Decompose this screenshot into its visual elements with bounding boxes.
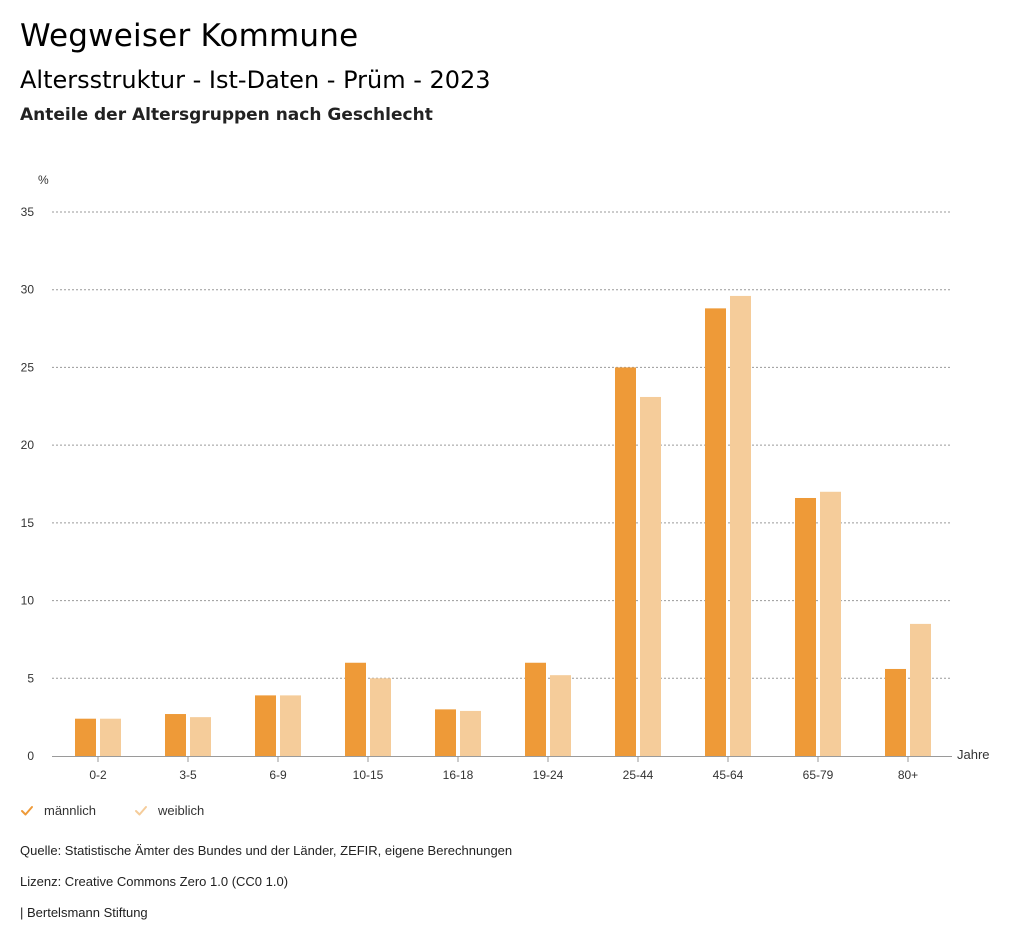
source-note: Quelle: Statistische Ämter des Bundes un… xyxy=(20,843,513,858)
x-tick-label: 0-2 xyxy=(89,768,107,782)
y-tick-label: 15 xyxy=(21,516,35,530)
check-icon xyxy=(135,805,148,815)
bar-weiblich-0-2 xyxy=(100,718,121,756)
y-tick-label: 35 xyxy=(21,205,35,219)
bar-maennlich-25-44 xyxy=(615,367,636,756)
bar-maennlich-6-9 xyxy=(255,695,276,756)
bar-weiblich-25-44 xyxy=(640,396,661,756)
x-axis-label: Jahre xyxy=(957,747,990,762)
y-tick-label: 0 xyxy=(27,749,34,763)
y-tick-label: 20 xyxy=(21,438,35,452)
bar-maennlich-80+ xyxy=(885,668,906,756)
bar-weiblich-45-64 xyxy=(730,295,751,756)
bar-maennlich-19-24 xyxy=(525,662,546,756)
bar-maennlich-45-64 xyxy=(705,308,726,756)
y-axis-label: % xyxy=(38,173,49,187)
license-note: Lizenz: Creative Commons Zero 1.0 (CC0 1… xyxy=(20,874,289,889)
bar-weiblich-65-79 xyxy=(820,491,841,756)
y-tick-label: 5 xyxy=(27,671,34,685)
chart-description: Anteile der Altersgruppen nach Geschlech… xyxy=(20,105,433,125)
x-tick-label: 45-64 xyxy=(713,768,744,782)
bar-maennlich-10-15 xyxy=(345,662,366,756)
publisher-note: | Bertelsmann Stiftung xyxy=(20,905,148,920)
y-tick-label: 30 xyxy=(21,283,35,297)
bar-weiblich-3-5 xyxy=(190,717,211,756)
legend-item-weiblich[interactable]: weiblich xyxy=(134,803,204,818)
x-tick-label: 19-24 xyxy=(533,768,564,782)
bar-maennlich-0-2 xyxy=(75,718,96,756)
y-tick-label: 10 xyxy=(21,594,35,608)
legend-item-maennlich[interactable]: männlich xyxy=(20,803,96,818)
bar-maennlich-3-5 xyxy=(165,714,186,756)
bar-weiblich-16-18 xyxy=(460,710,481,756)
bar-maennlich-16-18 xyxy=(435,709,456,756)
bar-weiblich-80+ xyxy=(910,623,931,756)
x-tick-label: 16-18 xyxy=(443,768,474,782)
legend-label-weiblich: weiblich xyxy=(158,803,205,818)
x-tick-label: 25-44 xyxy=(623,768,654,782)
x-tick-label: 65-79 xyxy=(803,768,834,782)
bar-chart: 0 5 10 15 20 25 30 35% Jahre 0-2 3-5 6-9 10-15 16-18 1… xyxy=(21,173,990,782)
y-tick-label: 25 xyxy=(21,360,35,374)
chart-subtitle: Altersstruktur - Ist-Daten - Prüm - 2023 xyxy=(20,66,491,94)
bar-weiblich-6-9 xyxy=(280,695,301,756)
check-icon xyxy=(21,805,33,815)
x-tick-label: 80+ xyxy=(898,768,918,782)
bar-weiblich-10-15 xyxy=(370,678,391,756)
bar-weiblich-19-24 xyxy=(550,675,571,756)
x-tick-label: 3-5 xyxy=(179,768,197,782)
x-tick-label: 6-9 xyxy=(269,768,287,782)
bar-maennlich-65-79 xyxy=(795,497,816,756)
legend: männlich weiblich xyxy=(20,803,242,818)
x-tick-label: 10-15 xyxy=(353,768,384,782)
page-title: Wegweiser Kommune xyxy=(20,18,359,54)
legend-label-maennlich: männlich xyxy=(44,803,97,818)
